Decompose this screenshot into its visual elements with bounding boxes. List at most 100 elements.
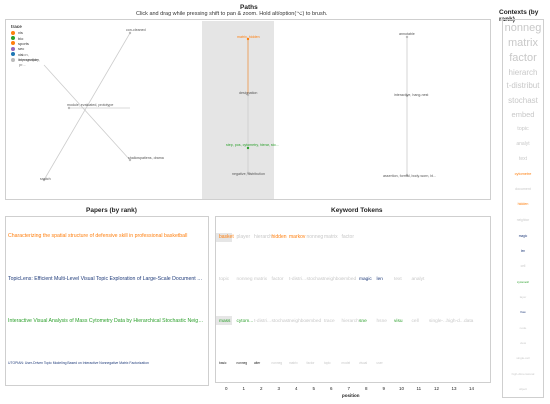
paper-item[interactable]: Characterizing the spatial structure of … xyxy=(8,233,188,239)
keyword-token[interactable]: sne xyxy=(359,319,367,324)
context-item[interactable]: len xyxy=(520,249,526,253)
keyword-token[interactable]: embed xyxy=(306,319,322,324)
keyword-token[interactable]: analyt xyxy=(411,277,425,282)
paths-plot[interactable]: con-cleaned module, evaluated, prototype… xyxy=(6,20,492,201)
keyword-token[interactable]: nonneg xyxy=(236,277,253,282)
context-item[interactable]: text xyxy=(518,156,528,162)
keyword-token[interactable]: model xyxy=(341,361,351,365)
legend-title: trace xyxy=(11,24,22,29)
papers-panel[interactable]: Characterizing the spatial structure of … xyxy=(5,216,209,386)
context-item[interactable]: neighbor xyxy=(516,218,530,222)
keyword-token[interactable]: t-distri... xyxy=(289,277,307,282)
context-item[interactable]: single-cell xyxy=(516,356,530,360)
context-item[interactable]: node xyxy=(519,326,527,330)
keyword-token[interactable]: neighbor xyxy=(324,277,343,282)
keyword-token[interactable]: topic xyxy=(219,277,230,282)
keyword-token[interactable]: stochast xyxy=(306,277,325,282)
keyword-token[interactable]: markov xyxy=(289,234,306,240)
context-item[interactable]: t-distribut xyxy=(506,81,540,90)
context-item[interactable]: flow xyxy=(520,310,526,314)
keyword-token[interactable]: matrix xyxy=(324,234,338,240)
keyword-token[interactable]: factor xyxy=(341,234,355,240)
keyword-token[interactable]: nonneg xyxy=(306,234,324,240)
context-item[interactable]: matrix xyxy=(508,37,538,49)
context-item[interactable]: nonneg xyxy=(504,22,542,34)
keyword-token[interactable]: hsne xyxy=(376,319,387,324)
keyword-token[interactable]: basic xyxy=(219,361,227,365)
keyword-token[interactable]: matrix xyxy=(254,277,268,282)
keyword-token[interactable]: mass xyxy=(219,319,231,324)
paper-item[interactable]: UTOPIAN: User-Driven Topic Modeling Base… xyxy=(8,361,149,365)
keyword-token[interactable]: len xyxy=(376,277,383,282)
axis-tick: 8 xyxy=(365,386,368,391)
path-node[interactable] xyxy=(246,37,250,41)
keyword-token[interactable]: player xyxy=(236,234,251,240)
context-item[interactable]: cell xyxy=(520,264,526,268)
keyword-token[interactable]: t-distri... xyxy=(254,319,272,324)
keyword-token[interactable]: stochast xyxy=(271,319,290,324)
path-node[interactable] xyxy=(405,173,409,177)
legend-item[interactable]: intersection xyxy=(11,57,38,62)
legend-item[interactable]: vis ...ion, topography, pr... xyxy=(11,52,40,67)
context-item[interactable]: layer xyxy=(519,295,527,299)
context-item[interactable]: high-dimensional xyxy=(511,372,535,376)
keyword-token[interactable]: factor xyxy=(306,361,315,365)
path-node[interactable] xyxy=(246,93,250,97)
keyword-token[interactable]: nonneg xyxy=(236,361,248,365)
keyword-token[interactable]: factor xyxy=(271,277,284,282)
path-node[interactable] xyxy=(128,158,132,162)
legend-item[interactable]: bio xyxy=(11,35,38,41)
keyword-token[interactable]: text xyxy=(394,277,402,282)
legend-item[interactable]: sec xyxy=(11,46,38,51)
path-node[interactable] xyxy=(405,94,409,98)
path-node[interactable] xyxy=(405,35,409,39)
keyword-token[interactable]: magic xyxy=(359,277,372,282)
path-node[interactable] xyxy=(67,106,71,110)
brush-selection[interactable] xyxy=(202,21,274,199)
keyword-token[interactable]: visu xyxy=(394,319,403,324)
keyword-token[interactable]: matrix xyxy=(289,361,298,365)
legend-item[interactable]: vis xyxy=(11,30,38,35)
context-item[interactable]: factor xyxy=(509,52,537,64)
keyword-token[interactable]: neighbor xyxy=(289,319,308,324)
context-item[interactable]: hidden xyxy=(517,202,529,206)
context-item[interactable]: hierarch xyxy=(508,68,538,77)
keyword-token[interactable]: user xyxy=(376,361,383,365)
keyword-token[interactable]: embed xyxy=(341,277,357,282)
context-item[interactable]: cytometre xyxy=(514,172,532,176)
keyword-token[interactable]: hierarch xyxy=(341,319,359,324)
context-item[interactable]: analyt xyxy=(516,141,530,147)
keyword-token[interactable]: basket xyxy=(219,234,234,240)
context-item[interactable]: stochast xyxy=(508,96,538,105)
contexts-panel[interactable]: nonneg matrix factor hierarch t-distribut sto… xyxy=(502,19,544,398)
paper-item[interactable]: Interactive Visual Analysis of Mass Cyto… xyxy=(8,318,206,324)
context-item[interactable]: object xyxy=(518,387,527,391)
keyword-token[interactable]: cell xyxy=(411,319,419,324)
context-item[interactable]: view xyxy=(519,341,526,345)
keyword-token[interactable]: alter xyxy=(254,361,261,365)
keyword-token[interactable]: nonneg xyxy=(271,361,283,365)
keyword-token[interactable]: cytom... xyxy=(236,319,254,324)
legend-item[interactable]: sports xyxy=(11,41,38,46)
path-node[interactable] xyxy=(128,31,132,35)
keyword-token[interactable]: topic xyxy=(324,361,331,365)
path-node[interactable] xyxy=(246,146,250,150)
keyword-token[interactable]: trace xyxy=(324,319,335,324)
context-item[interactable]: cytometri xyxy=(516,280,530,284)
keyword-token[interactable]: data xyxy=(464,319,474,324)
path-node[interactable] xyxy=(246,171,250,175)
keyword-token[interactable]: visual xyxy=(359,361,368,365)
keyword-token[interactable]: high-d... xyxy=(446,319,464,324)
context-item[interactable]: magic xyxy=(518,234,528,238)
keyword-token[interactable]: hierarch xyxy=(254,234,273,240)
keyword-token[interactable]: single-... xyxy=(429,319,448,324)
context-item[interactable]: embed xyxy=(511,110,535,119)
keyword-token[interactable]: hidden xyxy=(271,234,287,240)
context-item[interactable]: document xyxy=(515,187,531,191)
axis-tick: 14 xyxy=(469,386,475,391)
path-node[interactable] xyxy=(42,178,46,182)
paths-panel[interactable]: con-cleaned module, evaluated, prototype… xyxy=(5,19,491,200)
keywords-panel[interactable]: basket player hierarch hidden markov nonneg ma… xyxy=(215,216,491,383)
paper-item[interactable]: TopicLens: Efficient Multi-Level Visual … xyxy=(8,276,206,282)
context-item[interactable]: topic xyxy=(517,126,529,132)
